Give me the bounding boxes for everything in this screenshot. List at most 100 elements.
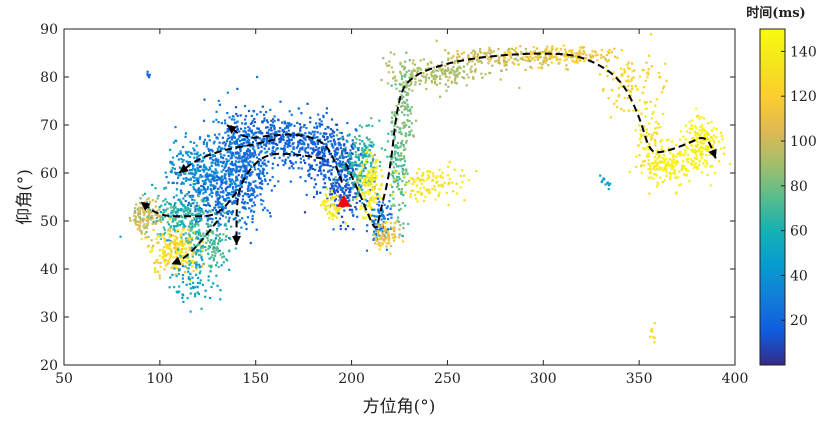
scatter-point xyxy=(200,209,203,212)
scatter-point xyxy=(243,167,246,170)
scatter-point xyxy=(367,155,370,158)
scatter-point xyxy=(252,193,255,196)
scatter-point xyxy=(575,59,578,62)
scatter-point xyxy=(662,87,665,90)
scatter-point xyxy=(434,188,437,191)
scatter-point xyxy=(151,215,154,218)
scatter-point xyxy=(666,160,669,163)
scatter-point xyxy=(178,224,181,227)
scatter-point xyxy=(215,264,218,267)
scatter-point xyxy=(545,48,549,51)
scatter-point xyxy=(330,214,333,217)
scatter-point xyxy=(466,73,469,76)
scatter-point xyxy=(292,133,295,136)
scatter-point xyxy=(241,217,244,220)
scatter-point xyxy=(505,63,508,67)
scatter-point xyxy=(174,273,177,276)
scatter-point xyxy=(358,124,361,127)
scatter-point xyxy=(216,203,220,206)
scatter-point xyxy=(384,225,387,228)
scatter-point xyxy=(220,256,224,259)
scatter-point xyxy=(340,169,343,172)
scatter-point xyxy=(242,160,245,163)
scatter-point xyxy=(139,202,143,205)
scatter-point xyxy=(243,169,247,172)
scatter-point xyxy=(701,147,704,150)
scatter-point xyxy=(242,162,245,165)
scatter-point xyxy=(141,220,144,223)
scatter-point xyxy=(196,169,199,172)
scatter-point xyxy=(211,247,215,250)
scatter-point xyxy=(418,79,421,82)
path-arrow-line xyxy=(235,152,323,245)
scatter-point xyxy=(381,210,384,213)
scatter-point xyxy=(202,170,205,173)
scatter-point xyxy=(328,211,332,214)
scatter-point xyxy=(674,163,678,166)
scatter-point xyxy=(308,138,311,141)
scatter-point xyxy=(600,56,603,59)
scatter-point xyxy=(399,207,402,210)
x-tick-label: 200 xyxy=(338,371,365,387)
scatter-point xyxy=(519,45,522,48)
scatter-point xyxy=(279,100,282,103)
point-cluster xyxy=(599,174,612,191)
scatter-point xyxy=(388,200,391,203)
scatter-point xyxy=(138,226,141,229)
scatter-point xyxy=(221,195,224,198)
scatter-point xyxy=(400,165,403,168)
scatter-point xyxy=(168,217,171,221)
scatter-point xyxy=(240,190,243,193)
scatter-point xyxy=(230,146,233,149)
scatter-point xyxy=(175,274,178,278)
scatter-point xyxy=(226,112,229,115)
scatter-point xyxy=(407,109,410,112)
scatter-point xyxy=(193,295,197,298)
scatter-point xyxy=(369,165,373,168)
scatter-point xyxy=(646,135,649,138)
scatter-point xyxy=(242,141,245,145)
scatter-point xyxy=(342,138,345,141)
scatter-point xyxy=(653,337,656,340)
scatter-point xyxy=(213,241,216,244)
scatter-point xyxy=(319,123,322,126)
scatter-point xyxy=(325,187,329,190)
scatter-point xyxy=(607,188,610,191)
scatter-point xyxy=(172,256,175,259)
scatter-point xyxy=(640,135,643,138)
scatter-point xyxy=(201,240,204,243)
scatter-point xyxy=(413,63,417,66)
scatter-point xyxy=(212,178,215,181)
scatter-point xyxy=(380,223,383,226)
scatter-point xyxy=(212,282,215,285)
scatter-point xyxy=(365,150,368,153)
scatter-point xyxy=(335,161,338,164)
scatter-point xyxy=(687,161,690,164)
scatter-point xyxy=(416,71,419,74)
scatter-point xyxy=(542,60,545,63)
scatter-point xyxy=(374,160,377,163)
scatter-point xyxy=(338,141,341,144)
scatter-point xyxy=(177,158,180,161)
scatter-point xyxy=(659,176,662,179)
scatter-point xyxy=(327,161,330,164)
scatter-point xyxy=(425,87,428,91)
scatter-point xyxy=(347,159,350,163)
scatter-point xyxy=(278,130,281,133)
scatter-point xyxy=(341,160,344,163)
scatter-point xyxy=(447,57,450,60)
scatter-point xyxy=(393,111,396,114)
scatter-point xyxy=(264,179,267,182)
scatter-point xyxy=(721,138,724,141)
scatter-point xyxy=(386,232,389,235)
scatter-point xyxy=(292,136,295,139)
scatter-point xyxy=(378,211,381,214)
scatter-point xyxy=(185,240,188,243)
scatter-point xyxy=(157,214,160,218)
scatter-point xyxy=(220,180,223,183)
scatter-point xyxy=(396,147,399,150)
scatter-point xyxy=(341,196,344,199)
scatter-point xyxy=(670,163,673,166)
scatter-point xyxy=(245,141,248,144)
scatter-point xyxy=(151,249,154,252)
